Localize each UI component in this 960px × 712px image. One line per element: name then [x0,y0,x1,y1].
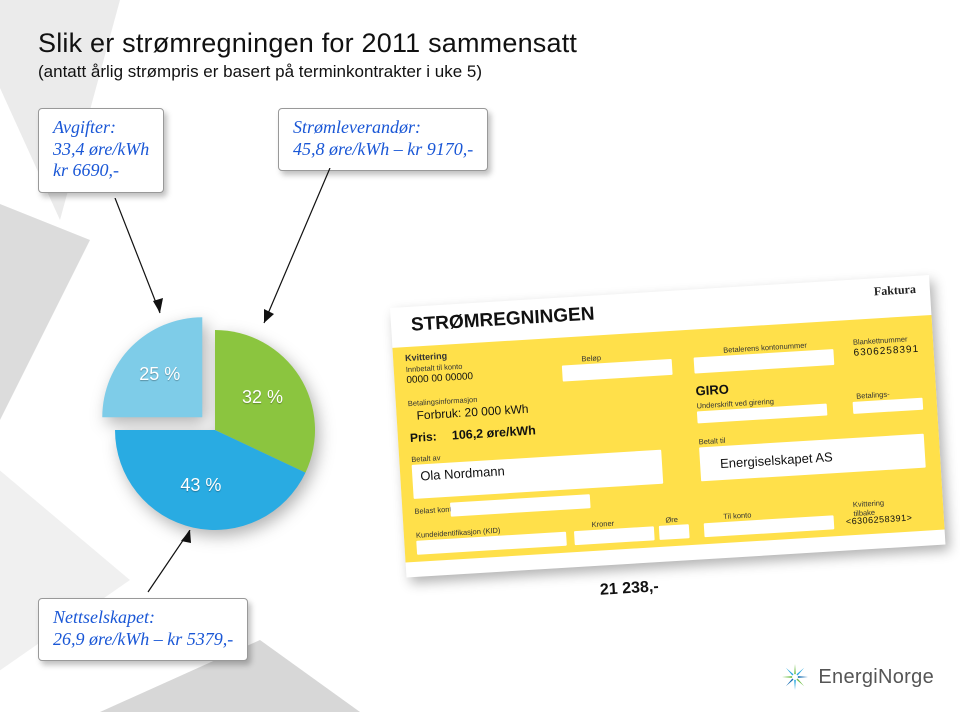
box-leverandor-l1: 45,8 øre/kWh – kr 9170,- [293,139,473,161]
logo-text: EnergiNorge [818,666,934,689]
box-nett: Nettselskapet: 26,9 øre/kWh – kr 5379,- [38,598,248,661]
giro-kroner: Kroner [591,519,614,529]
pie-chart: 32 % 43 % 25 % [95,310,335,550]
invoice: STRØMREGNINGEN Faktura Kvittering Innbet… [390,274,960,587]
invoice-faktura: Faktura [873,282,916,300]
giro-tilkonto: Til konto [723,510,752,521]
giro-betalt-til: Betalt til [698,436,725,447]
box-leverandor-hdr: Strømleverandør: [293,117,473,139]
box-leverandor: Strømleverandør: 45,8 øre/kWh – kr 9170,… [278,108,488,171]
pie-label-2: 25 % [139,364,180,385]
box-nett-hdr: Nettselskapet: [53,607,233,629]
page-title: Slik er strømregningen for 2011 sammensa… [38,28,577,59]
box-nett-l1: 26,9 øre/kWh – kr 5379,- [53,629,233,651]
giro-kvittering: Kvittering [405,351,448,364]
giro-belop-lbl: Beløp [581,353,601,363]
box-avgifter: Avgifter: 33,4 øre/kWh kr 6690,- [38,108,164,193]
logo-icon [780,662,810,692]
arrow-avgifter [100,198,180,328]
pie-label-0: 32 % [242,387,283,408]
pie-label-1: 43 % [180,475,221,496]
box-avgifter-hdr: Avgifter: [53,117,149,139]
box-avgifter-l2: kr 6690,- [53,160,149,182]
giro-pris-val: 106,2 øre/kWh [451,423,536,442]
giro-giro: GIRO [695,381,729,398]
giro-pris-lbl: Pris: [410,429,437,445]
invoice-title: STRØMREGNINGEN [410,304,595,337]
giro-betav: Betalt av [411,453,441,464]
invoice-sum: 21 238,- [600,578,660,600]
giro-ore: Øre [665,515,678,525]
logo: EnergiNorge [780,662,934,692]
box-avgifter-l1: 33,4 øre/kWh [53,139,149,161]
page-subtitle: (antatt årlig strømpris er basert på ter… [38,62,482,82]
